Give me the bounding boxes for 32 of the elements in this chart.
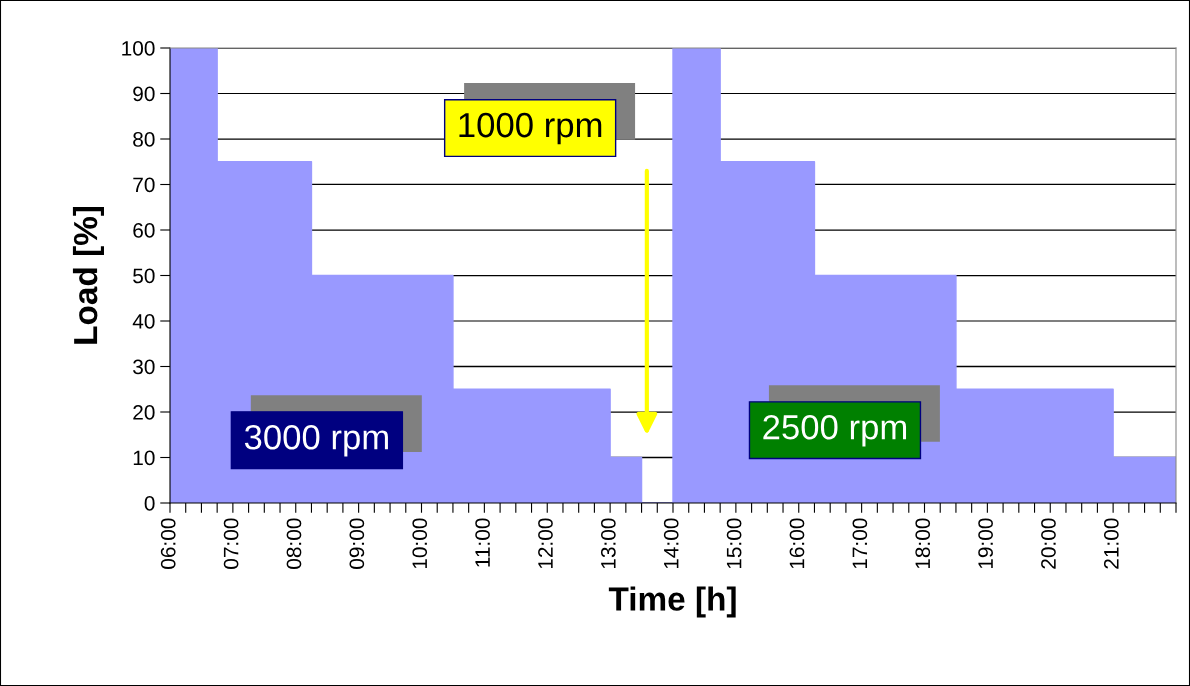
x-axis-title: Time [h]	[608, 586, 736, 618]
x-tick-label: 18:00	[915, 518, 931, 569]
x-tick-label: 16:00	[789, 518, 805, 569]
x-tick-label: 15:00	[726, 518, 742, 569]
x-tick-label: 11:00	[475, 518, 490, 567]
x-tick-label: 17:00	[852, 518, 868, 569]
y-tick-label: 10	[133, 450, 155, 466]
y-tick-label: 0	[144, 496, 155, 511]
x-tick-label: 07:00	[223, 518, 239, 569]
y-tick-label: 60	[133, 223, 155, 238]
y-tick-label: 100	[122, 41, 155, 56]
x-tick-label: 09:00	[349, 518, 365, 569]
x-tick-label: 06:00	[160, 518, 176, 569]
x-tick-label: 10:00	[412, 518, 428, 569]
x-tick-label: 12:00	[538, 518, 553, 569]
y-tick-label: 70	[133, 177, 155, 193]
y-tick-label: 30	[133, 359, 155, 375]
x-tick-label: 21:00	[1103, 518, 1119, 569]
annotation: 1000 rpm	[459, 112, 602, 145]
x-tick-label: 14:00	[663, 518, 679, 569]
y-axis-title: Load [%]	[72, 207, 104, 344]
y-tick-label: 50	[133, 268, 155, 284]
x-tick-label: 08:00	[286, 518, 302, 569]
annotation: 3000 rpm	[244, 424, 388, 457]
annotation: 2500 rpm	[763, 414, 907, 447]
x-tick-label: 20:00	[1041, 518, 1056, 569]
y-tick-label: 40	[132, 314, 155, 329]
y-tick-label: 90	[133, 86, 155, 102]
x-tick-label: 13:00	[600, 518, 616, 569]
y-tick-label: 20	[133, 405, 155, 420]
y-tick-label: 80	[133, 132, 155, 147]
x-tick-label: 19:00	[978, 518, 993, 569]
